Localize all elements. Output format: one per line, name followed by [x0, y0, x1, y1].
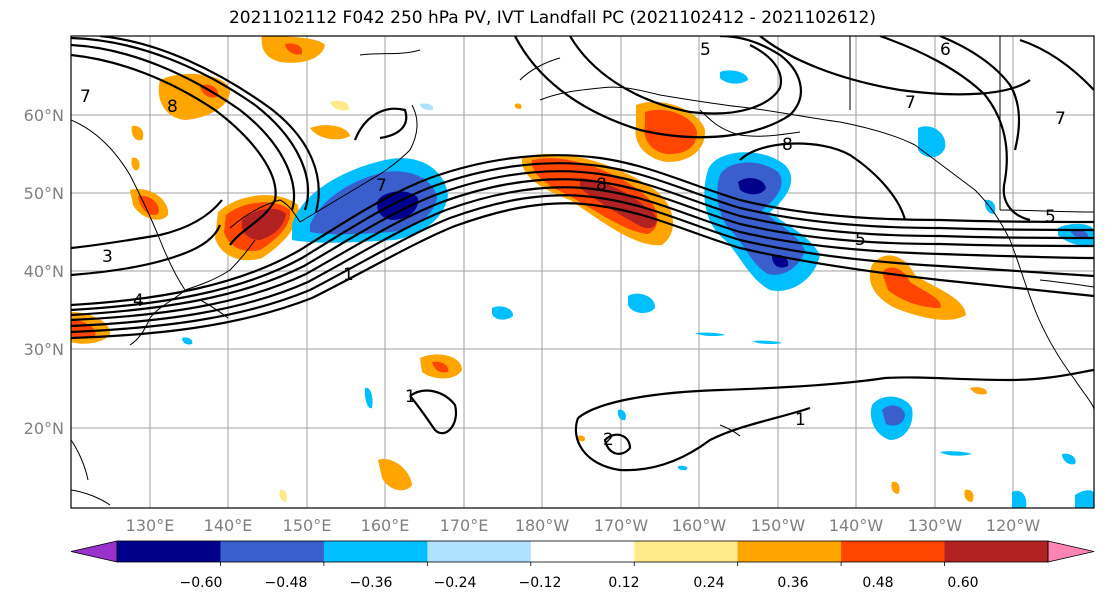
colorbar-tick-labels: −0.60 −0.48 −0.36 −0.24 −0.12 0.12 0.24 … [180, 575, 979, 591]
contour-label-3: 3 [102, 247, 113, 267]
colorbar-tick-label: 0.48 [862, 575, 893, 591]
colorbar-segment [530, 541, 635, 562]
contour-label-6: 6 [940, 40, 951, 60]
colorbar-tick-label: 0.24 [693, 575, 724, 591]
contour-label-2: 2 [603, 430, 614, 450]
map-title: 2021102112 F042 250 hPa PV, IVT Landfall… [228, 8, 876, 28]
colorbar-segment [841, 541, 946, 562]
lon-label-160e: 160°E [361, 516, 410, 535]
colorbar-tick-label: −0.12 [519, 575, 562, 591]
longitude-axis: 130°E 140°E 150°E 160°E 170°E 180°W 170°… [126, 516, 1041, 535]
lon-label-180w: 180°W [515, 516, 570, 535]
colorbar-segments [70, 540, 1095, 566]
colorbar-segment [944, 541, 1049, 562]
lon-label-160w: 160°W [672, 516, 727, 535]
lat-label-60n: 60°N [24, 106, 64, 125]
colorbar-segment [323, 541, 428, 562]
contour-label-7-b: 7 [376, 176, 387, 196]
colorbar-tick-label: −0.48 [265, 575, 308, 591]
lon-label-130w: 130°W [908, 516, 963, 535]
contour-label-7-c: 7 [905, 93, 916, 113]
lon-label-170w: 170°W [594, 516, 649, 535]
colorbar-tick-label: 0.12 [608, 575, 639, 591]
colorbar-segment [737, 541, 842, 562]
colorbar: −0.60 −0.48 −0.36 −0.24 −0.12 0.12 0.24 … [70, 540, 1095, 591]
contour-label-8: 8 [167, 97, 178, 117]
colorbar-extension-max [1047, 540, 1095, 563]
colorbar-tick-label: 0.60 [947, 575, 978, 591]
lon-label-140e: 140°E [204, 516, 253, 535]
latitude-axis: 60°N 50°N 40°N 30°N 20°N [24, 106, 64, 438]
colorbar-tick-label: −0.60 [180, 575, 223, 591]
contour-label-8-b: 8 [596, 175, 607, 195]
contour-label-1: 1 [343, 265, 354, 285]
lat-label-40n: 40°N [24, 262, 64, 281]
pv-contours [71, 36, 1094, 472]
contour-label-7-d: 7 [1055, 109, 1066, 129]
contour-label-5: 5 [855, 230, 866, 250]
contour-label-7: 7 [80, 87, 91, 107]
contour-labels: 8 7 3 4 1 7 8 5 8 7 7 5 2 1 1 5 6 [80, 40, 1066, 450]
colorbar-extension-min [70, 540, 118, 563]
lon-label-140w: 140°W [829, 516, 884, 535]
contour-label-5-c: 5 [1045, 207, 1056, 227]
positive-anomaly-shading [71, 36, 987, 502]
colorbar-tick-label: −0.24 [434, 575, 477, 591]
lat-label-30n: 30°N [24, 340, 64, 359]
lon-label-150e: 150°E [283, 516, 332, 535]
colorbar-segment [634, 541, 739, 562]
contour-label-4: 4 [133, 291, 144, 311]
lon-label-170e: 170°E [440, 516, 489, 535]
coastlines [71, 36, 1094, 506]
contour-label-8-c: 8 [782, 135, 793, 155]
contour-label-1-b: 1 [795, 410, 806, 430]
lon-label-130e: 130°E [126, 516, 175, 535]
contour-label-1-c: 1 [405, 387, 416, 407]
contour-label-5-b: 5 [700, 40, 711, 60]
lat-label-50n: 50°N [24, 184, 64, 203]
lon-label-120w: 120°W [986, 516, 1041, 535]
colorbar-segment [220, 541, 325, 562]
lat-label-20n: 20°N [24, 419, 64, 438]
colorbar-tick-label: 0.36 [777, 575, 808, 591]
colorbar-border [116, 540, 1049, 563]
lon-label-150w: 150°W [751, 516, 806, 535]
colorbar-tick-label: −0.36 [350, 575, 393, 591]
plot-frame [70, 35, 1095, 509]
colorbar-segment [117, 541, 221, 562]
colorbar-segment [427, 541, 532, 562]
